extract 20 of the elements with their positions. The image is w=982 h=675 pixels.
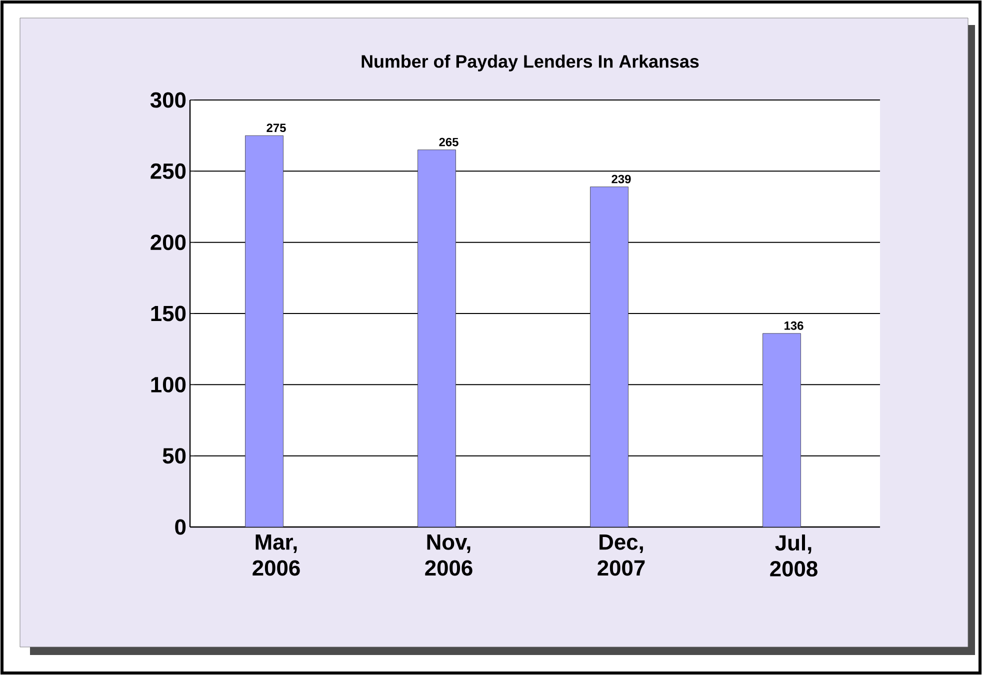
x-tick-label: Jul, 2008: [770, 534, 818, 577]
y-tick-label: 0: [175, 519, 186, 535]
x-tick-label: Dec, 2007: [598, 534, 645, 576]
y-tick-label: 200: [150, 234, 186, 250]
y-tick-label: 50: [162, 448, 186, 464]
bar: [762, 333, 801, 527]
y-tick-label: 300: [150, 92, 186, 108]
chart-title: Number of Payday Lenders In Arkansas: [362, 54, 699, 72]
data-label: 265: [439, 138, 458, 146]
data-label: 275: [266, 124, 286, 132]
y-tick-label: 250: [150, 163, 186, 179]
bar: [590, 186, 628, 527]
data-label: 136: [784, 321, 804, 330]
bar: [418, 150, 456, 527]
bar: [245, 135, 284, 527]
y-tick-label: 100: [151, 376, 186, 392]
data-label: 239: [612, 174, 631, 184]
x-tick-label: Nov, 2006: [425, 534, 472, 576]
x-tick-label: Mar, 2006: [252, 534, 300, 576]
y-tick-label: 150: [151, 306, 186, 322]
